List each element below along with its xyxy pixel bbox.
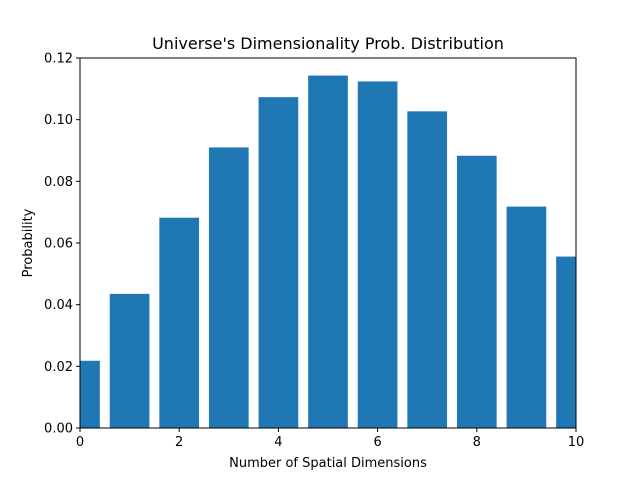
bar-10 <box>556 256 576 428</box>
x-tick-label: 6 <box>373 435 381 450</box>
chart-title: Universe's Dimensionality Prob. Distribu… <box>152 34 504 53</box>
bar-0 <box>80 360 100 428</box>
bar-8 <box>456 155 497 428</box>
y-tick-label: 0.10 <box>44 113 73 128</box>
y-tick-label: 0.02 <box>44 360 73 375</box>
x-tick-label: 2 <box>175 435 183 450</box>
y-tick-label: 0.04 <box>44 298 73 313</box>
bar-5 <box>308 75 348 428</box>
y-tick-label: 0.00 <box>44 422 73 437</box>
y-tick-label: 0.08 <box>44 175 73 190</box>
bars-group <box>80 75 576 429</box>
x-axis-ticks: 0 2 4 6 8 10 <box>76 428 584 450</box>
x-tick-label: 0 <box>76 435 84 450</box>
y-tick-label: 0.12 <box>44 52 73 67</box>
bar-1 <box>109 293 150 428</box>
bar-3 <box>208 147 249 428</box>
x-axis-label: Number of Spatial Dimensions <box>229 456 427 471</box>
y-axis-label: Probability <box>21 208 36 277</box>
bar-4 <box>258 97 299 429</box>
x-tick-label: 10 <box>568 435 585 450</box>
bar-6 <box>357 81 398 428</box>
x-tick-label: 4 <box>274 435 282 450</box>
bar-9 <box>506 206 547 428</box>
x-tick-label: 8 <box>473 435 481 450</box>
y-tick-label: 0.06 <box>44 237 73 252</box>
bar-2 <box>159 217 200 428</box>
bar-7 <box>407 111 448 428</box>
y-axis-ticks: 0.00 0.02 0.04 0.06 0.08 0.10 0.12 <box>44 52 80 437</box>
